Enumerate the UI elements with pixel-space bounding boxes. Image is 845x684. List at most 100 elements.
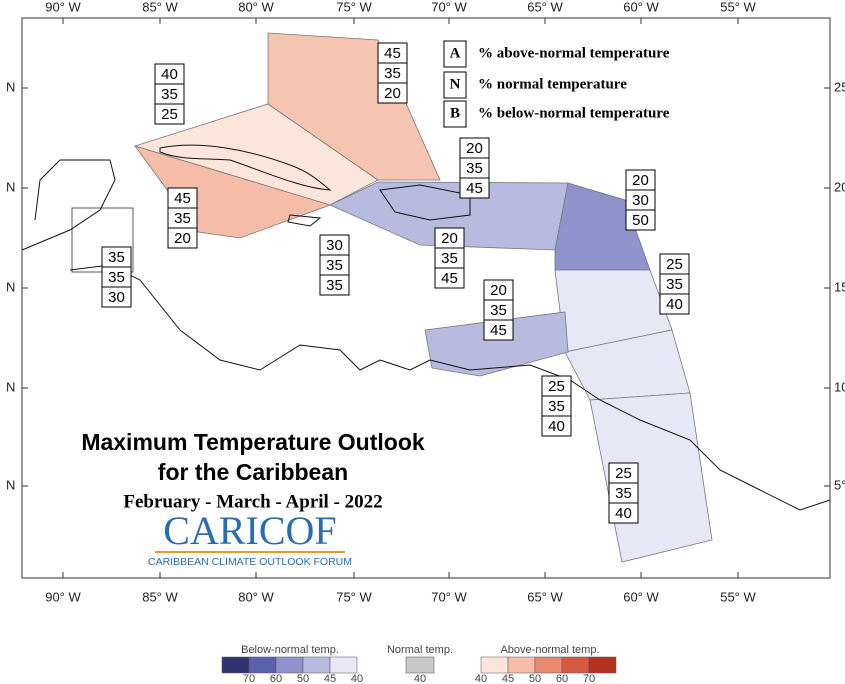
- value-label: 40: [615, 505, 632, 522]
- region-shape: [424, 311, 569, 377]
- colorbar-swatch: [275, 656, 304, 674]
- key-text: % above-normal temperature: [478, 45, 670, 61]
- coastline: [159, 144, 332, 191]
- lon-label: 65° W: [527, 0, 563, 14]
- value-label: 45: [384, 45, 401, 62]
- colorbar-swatch: [329, 656, 358, 674]
- value-label: 35: [548, 398, 565, 415]
- colorbar-tick: 50: [529, 673, 541, 684]
- value-box: [659, 293, 690, 315]
- key: [443, 40, 467, 128]
- value-box: [434, 267, 465, 289]
- lon-label: 65° W: [527, 589, 563, 604]
- region-shape: [267, 32, 441, 181]
- coastline: [21, 159, 116, 251]
- lon-label: 80° W: [238, 589, 274, 604]
- colorbar-tick: 40: [351, 673, 363, 684]
- colorbar-swatch: [588, 656, 617, 674]
- lon-label: 70° W: [431, 589, 467, 604]
- colorbar-label: Below-normal temp.: [241, 644, 339, 656]
- value-box: [483, 319, 514, 341]
- value-label: 35: [108, 269, 125, 286]
- value-label: 35: [384, 65, 401, 82]
- value-label: 35: [326, 277, 343, 294]
- value-label: 20: [174, 230, 191, 247]
- value-label: 35: [108, 249, 125, 266]
- colorbar-tick: 40: [475, 673, 487, 684]
- value-box: [154, 103, 185, 125]
- value-label: 35: [490, 302, 507, 319]
- value-label: 45: [441, 270, 458, 287]
- key-letter: B: [450, 105, 460, 121]
- colorbar-tick: 40: [414, 673, 426, 684]
- colorbar-tick: 70: [583, 673, 595, 684]
- colorbar-label: Normal temp.: [387, 644, 453, 656]
- colorbar-tick: 60: [556, 673, 568, 684]
- value-label: 35: [174, 210, 191, 227]
- colorbar-swatch: [405, 656, 435, 674]
- value-box: [608, 502, 639, 524]
- logo-subtitle: CARIBBEAN CLIMATE OUTLOOK FORUM: [148, 556, 352, 568]
- value-label: 35: [161, 86, 178, 103]
- lat-label: 25: [834, 79, 845, 94]
- value-label: 45: [466, 180, 483, 197]
- value-box: [625, 209, 656, 231]
- value-box: [459, 177, 490, 199]
- lat-label: N: [6, 179, 15, 194]
- value-label: 30: [326, 237, 343, 254]
- lon-label: 60° W: [623, 589, 659, 604]
- colorbar-swatch: [507, 656, 536, 674]
- colorbar-swatch: [221, 656, 250, 674]
- lon-label: 75° W: [336, 0, 372, 14]
- lat-label: N: [6, 79, 15, 94]
- value-label: 45: [490, 322, 507, 339]
- key-letter: N: [450, 76, 461, 92]
- lon-label: 85° W: [142, 0, 178, 14]
- colorbar-swatch: [561, 656, 590, 674]
- title-line: Maximum Temperature Outlook: [81, 429, 425, 455]
- lat-label: N: [6, 279, 15, 294]
- lat-label: 15°: [834, 279, 845, 294]
- colorbar-tick: 50: [297, 673, 309, 684]
- value-box: [377, 82, 408, 104]
- key-text: % normal temperature: [478, 76, 627, 92]
- value-label: 35: [615, 485, 632, 502]
- lat-label: 10°: [834, 379, 845, 394]
- lat-label: N: [6, 477, 15, 492]
- value-label: 40: [666, 296, 683, 313]
- key-box: [443, 40, 467, 68]
- lon-label: 55° W: [720, 0, 756, 14]
- value-box: [541, 415, 572, 437]
- value-label: 30: [108, 289, 125, 306]
- period: February - March - April - 2022: [123, 491, 382, 512]
- value-label: 35: [466, 160, 483, 177]
- value-box: [319, 274, 350, 296]
- value-label: 20: [466, 140, 483, 157]
- key-letter: A: [450, 45, 461, 61]
- value-label: 35: [441, 250, 458, 267]
- value-label: 25: [548, 378, 565, 395]
- lat-label: N: [6, 379, 15, 394]
- value-label: 20: [632, 172, 649, 189]
- colorbar-swatch: [248, 656, 277, 674]
- key-text: % below-normal temperature: [478, 105, 670, 121]
- colorbar-swatch: [534, 656, 563, 674]
- lon-label: 55° W: [720, 589, 756, 604]
- value-label: 35: [326, 257, 343, 274]
- lon-label: 85° W: [142, 589, 178, 604]
- coastline: [69, 264, 831, 511]
- title-line: for the Caribbean: [158, 459, 348, 485]
- value-box: [167, 227, 198, 249]
- lon-label: 90° W: [45, 589, 81, 604]
- colorbar: 70 60 50 45 40 40 40 45 50 60 70: [221, 656, 617, 684]
- lat-label: 5°: [834, 477, 845, 492]
- value-label: 25: [161, 106, 178, 123]
- value-label: 45: [174, 190, 191, 207]
- colorbar-label: Above-normal temp.: [500, 644, 599, 656]
- lat-label: 20°: [834, 179, 845, 194]
- value-label: 35: [666, 276, 683, 293]
- coastlines: [21, 144, 831, 511]
- value-label: 40: [548, 418, 565, 435]
- coastline: [287, 214, 322, 227]
- value-label: 25: [615, 465, 632, 482]
